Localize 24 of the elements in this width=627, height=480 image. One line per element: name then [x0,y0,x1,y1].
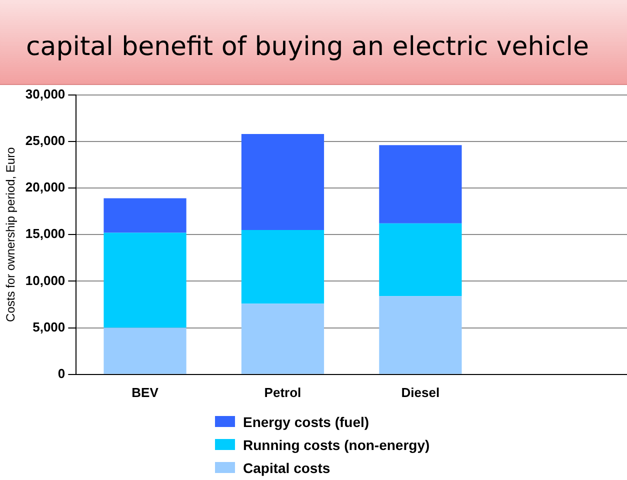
bar [104,328,186,374]
y-tick-label: 20,000 [25,180,66,195]
y-tick-label: 0 [58,366,66,381]
bar [241,304,324,374]
bar [379,145,462,224]
bar [104,198,186,233]
y-tick-label: 15,000 [25,226,66,242]
y-axis-title: Costs for ownership period, Euro [4,146,18,322]
bar [241,230,324,304]
bar [379,296,462,374]
x-tick-label: Diesel [401,384,440,400]
bar [379,223,462,296]
legend-label: Capital costs [243,460,330,476]
legend-label: Energy costs (fuel) [243,414,370,430]
y-tick-label: 30,000 [25,86,66,102]
y-tick-label: 5,000 [32,319,66,334]
bar [104,232,186,328]
legend-label: Running costs (non-energy) [243,436,430,452]
y-tick-label: 25,000 [25,132,66,148]
x-tick-label: BEV [132,384,159,400]
chart-title: capital benefit of buying an electric vehicle [26,32,589,62]
x-tick-label: Petrol [264,384,302,400]
bar [241,134,324,230]
y-tick-label: 10,000 [25,272,66,288]
